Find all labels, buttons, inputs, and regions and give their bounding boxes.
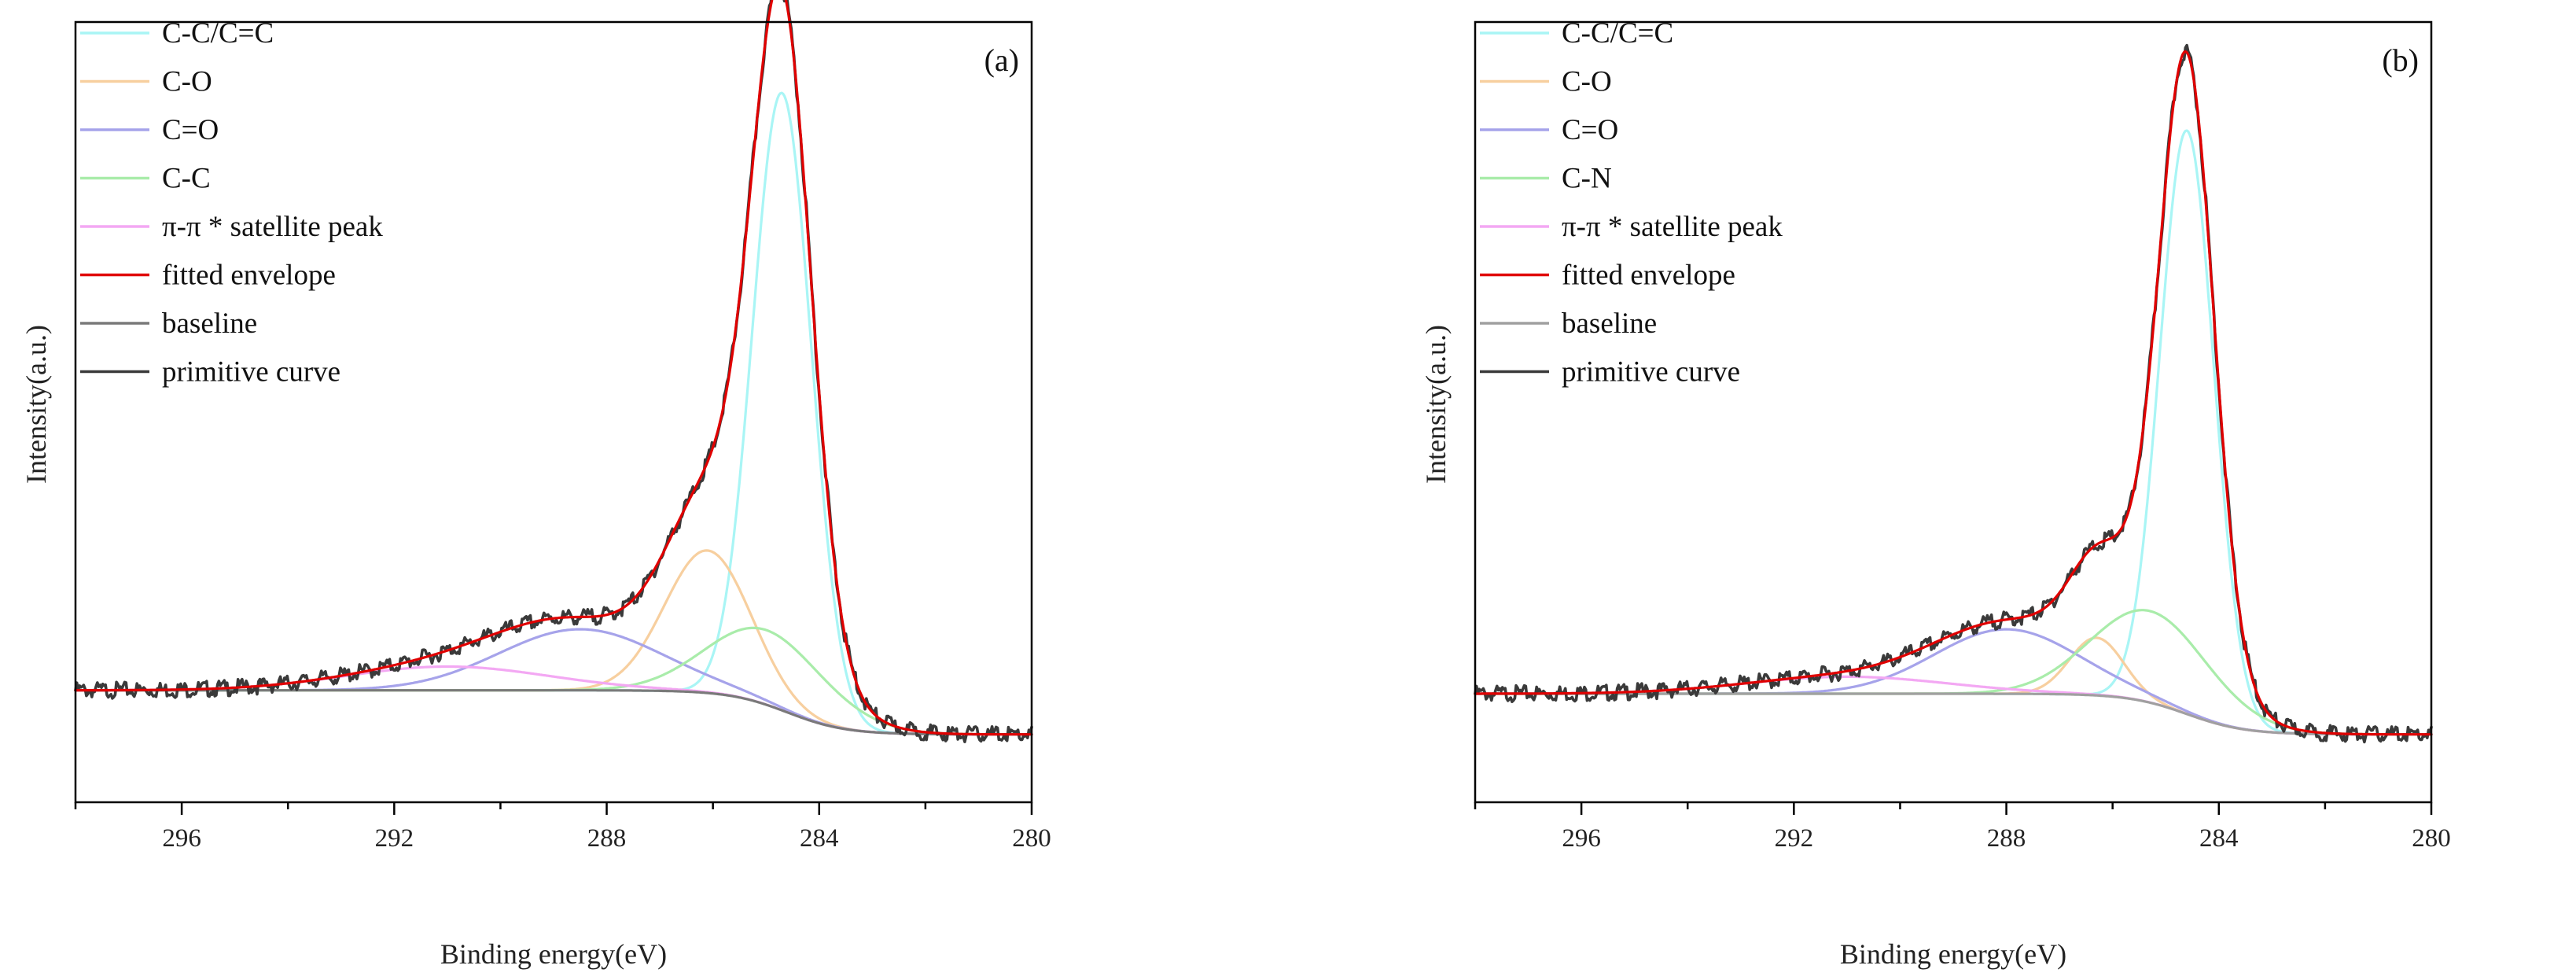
- fitted-envelope-curve: [74, 0, 1033, 736]
- legend-label: C-N: [1562, 163, 1612, 195]
- chart-panel-b: Intensity(a.u.) Binding energy(eV) (b) 2…: [1420, 17, 2451, 970]
- legend-label: fitted envelope: [1562, 260, 1735, 292]
- legend-item: π-π * satellite peak: [80, 211, 383, 243]
- legend-label: primitive curve: [162, 356, 340, 389]
- legend-item: fitted envelope: [1480, 260, 1735, 292]
- legend-label: π-π * satellite peak: [162, 211, 383, 243]
- legend-label: C=O: [162, 114, 219, 146]
- legend-item: baseline: [1480, 308, 1657, 340]
- legend-item: C-O: [1480, 66, 1612, 98]
- legend-label: fitted envelope: [162, 260, 336, 292]
- component-peak-curve: [74, 91, 1033, 736]
- x-tick-label: 280: [1012, 824, 1051, 853]
- x-tick-label: 296: [162, 824, 201, 853]
- legend-item: fitted envelope: [80, 260, 336, 292]
- x-tick-label: 284: [800, 824, 839, 853]
- legend-label: C-C: [162, 163, 211, 195]
- legend: C-C/C=CC-OC=OC-Cπ-π * satellite peakfitt…: [80, 17, 383, 389]
- fitted-envelope-curve: [1474, 50, 2433, 736]
- legend-item: C=O: [1480, 114, 1618, 146]
- x-tick-label: 280: [2412, 824, 2451, 853]
- chart-panel-a: Intensity(a.u.) Binding energy(eV) (a) 2…: [20, 0, 1051, 970]
- x-axis-label: Binding energy(eV): [440, 938, 667, 970]
- x-tick-label: 288: [587, 824, 627, 853]
- plot-frame: [74, 20, 1033, 804]
- legend-item: C-O: [80, 66, 212, 98]
- legend-label: primitive curve: [1562, 356, 1740, 389]
- legend-item: primitive curve: [1480, 356, 1740, 389]
- component-peak-curve: [74, 549, 1033, 736]
- panel-label: (a): [984, 42, 1019, 78]
- x-ticks: 296 292 288 284 280: [74, 802, 1051, 853]
- legend-label: π-π * satellite peak: [1562, 211, 1783, 243]
- x-tick-label: 292: [1775, 824, 1814, 853]
- component-peak-curve: [1474, 609, 2433, 736]
- y-axis-label: Intensity(a.u.): [1420, 325, 1452, 484]
- panel-label: (b): [2382, 42, 2419, 78]
- legend-item: C-C: [80, 163, 211, 195]
- legend-item: baseline: [80, 308, 257, 340]
- curve-layer: [74, 0, 1033, 743]
- curve-layer: [1474, 43, 2433, 744]
- legend-label: C-O: [1562, 66, 1612, 98]
- x-axis-label: Binding energy(eV): [1840, 938, 2066, 970]
- legend-label: C-O: [162, 66, 212, 98]
- x-tick-label: 284: [2199, 824, 2239, 853]
- legend-label: baseline: [1562, 308, 1657, 340]
- legend-label: baseline: [162, 308, 257, 340]
- x-tick-label: 288: [1987, 824, 2026, 853]
- legend-item: primitive curve: [80, 356, 340, 389]
- legend-item: C=O: [80, 114, 219, 146]
- legend: C-C/C=CC-OC=OC-Nπ-π * satellite peakfitt…: [1480, 17, 1783, 389]
- x-ticks: 296 292 288 284 280: [1474, 802, 2451, 853]
- legend-label: C=O: [1562, 114, 1618, 146]
- baseline-curve: [74, 689, 1033, 736]
- legend-item: π-π * satellite peak: [1480, 211, 1783, 243]
- x-tick-label: 292: [375, 824, 414, 853]
- y-axis-label: Intensity(a.u.): [20, 325, 52, 484]
- plot-frame: [1474, 20, 2433, 804]
- legend-item: C-N: [1480, 163, 1612, 195]
- x-tick-label: 296: [1562, 824, 1601, 853]
- primitive-curve: [1474, 43, 2433, 744]
